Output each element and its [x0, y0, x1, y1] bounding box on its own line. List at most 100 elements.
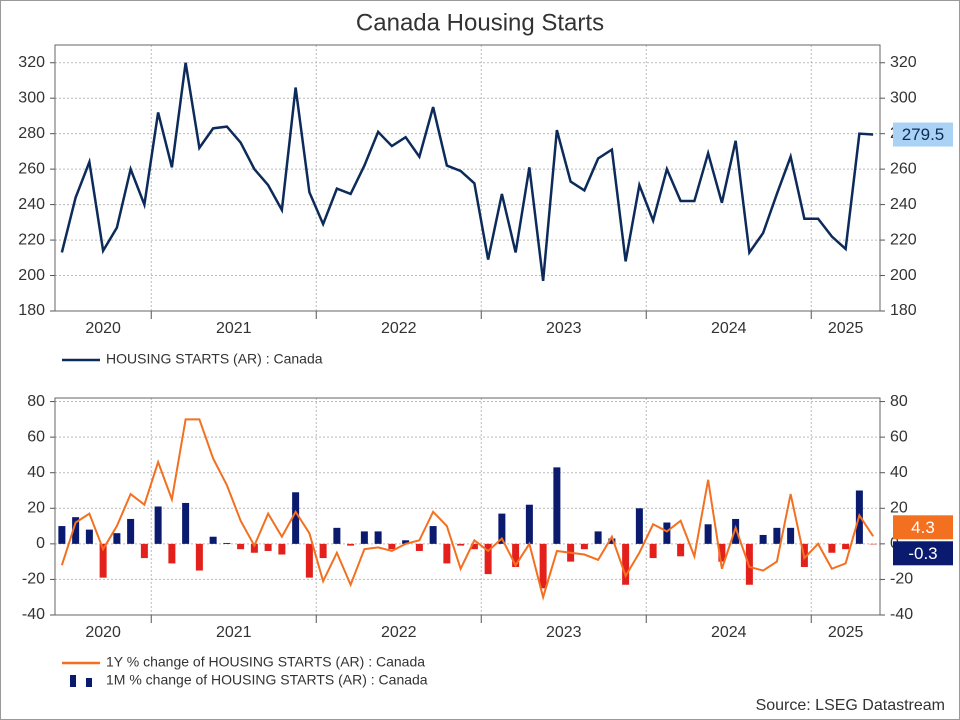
y-tick-label-right: -40 — [890, 606, 913, 623]
y-tick-label-right: 260 — [890, 160, 917, 177]
bar — [278, 543, 286, 555]
bar — [842, 543, 850, 550]
bar — [429, 526, 437, 544]
bar — [443, 543, 451, 564]
y-tick-label: 240 — [18, 196, 45, 213]
bar — [608, 538, 616, 544]
y-tick-label-right: 300 — [890, 89, 917, 106]
y-tick-label-right: -20 — [890, 571, 913, 588]
y-tick-label-right: 320 — [890, 54, 917, 71]
y-tick-label: 320 — [18, 54, 45, 71]
last-value-label: -0.3 — [893, 541, 953, 566]
x-tick-label: 2021 — [216, 320, 252, 337]
bar — [787, 527, 795, 544]
bar — [333, 527, 341, 544]
bar — [58, 526, 66, 544]
bar — [319, 543, 327, 559]
bar — [140, 543, 148, 559]
bar — [649, 543, 657, 559]
bar — [498, 513, 506, 544]
line — [60, 418, 874, 601]
bar — [305, 543, 313, 578]
y-tick-label-right: 60 — [890, 428, 908, 445]
x-tick-label: 2025 — [828, 624, 864, 641]
bar — [374, 531, 382, 544]
y-tick-label: 40 — [27, 464, 45, 481]
bar — [622, 543, 630, 585]
bar — [72, 517, 80, 544]
bar — [484, 543, 492, 575]
y-tick-label: 180 — [18, 302, 45, 319]
x-tick-label: 2020 — [85, 320, 121, 337]
bar — [415, 543, 423, 551]
bar — [635, 508, 643, 544]
last-value-text: 4.3 — [911, 518, 935, 537]
bar — [347, 543, 355, 546]
y-tick-label-right: 180 — [890, 302, 917, 319]
y-tick-label: 300 — [18, 89, 45, 106]
y-tick-label: -20 — [22, 571, 45, 588]
x-tick-label: 2023 — [546, 624, 582, 641]
line — [60, 62, 874, 282]
bar — [470, 543, 478, 550]
y-tick-label-right: 200 — [890, 267, 917, 284]
legend-swatch — [86, 678, 92, 687]
x-tick-label: 2025 — [828, 320, 864, 337]
plot-frame — [54, 397, 881, 616]
bar — [154, 506, 162, 544]
last-value-text: 279.5 — [902, 125, 945, 144]
x-tick-label: 2020 — [85, 624, 121, 641]
x-tick-label: 2022 — [381, 320, 417, 337]
y-tick-label-right: 80 — [890, 393, 908, 410]
bar — [773, 527, 781, 544]
y-tick-label: 200 — [18, 267, 45, 284]
y-tick-label-right: 20 — [890, 499, 908, 516]
bar — [718, 543, 726, 562]
x-tick-label: 2021 — [216, 624, 252, 641]
bar — [732, 518, 740, 544]
x-tick-label: 2022 — [381, 624, 417, 641]
y-tick-label: 80 — [27, 393, 45, 410]
bar — [195, 543, 203, 571]
bar — [828, 543, 836, 553]
bar — [85, 529, 93, 544]
y-tick-label: 60 — [27, 428, 45, 445]
source: Source: LSEG Datastream — [756, 697, 945, 714]
bar — [553, 467, 561, 544]
bar — [594, 531, 602, 544]
bar — [457, 543, 465, 546]
y-tick-label-right: 40 — [890, 464, 908, 481]
bar — [869, 543, 877, 545]
bar — [237, 543, 245, 550]
legend-swatch — [70, 675, 76, 687]
last-value-label: 279.5 — [893, 122, 953, 147]
y-tick-label-right: 220 — [890, 231, 917, 248]
last-value-box — [893, 515, 953, 540]
bar — [99, 543, 107, 578]
last-value-text: -0.3 — [908, 544, 937, 563]
last-value-label: 4.3 — [893, 515, 953, 540]
bar — [402, 540, 410, 544]
bar — [168, 543, 176, 564]
bar — [264, 543, 272, 551]
bar — [360, 531, 368, 544]
bar — [759, 534, 767, 544]
bar — [209, 536, 217, 544]
y-tick-label: -40 — [22, 606, 45, 623]
x-tick-label: 2023 — [546, 320, 582, 337]
bar — [292, 492, 300, 544]
bar — [525, 504, 533, 544]
legend-label: 1Y % change of HOUSING STARTS (AR) : Can… — [106, 654, 425, 670]
bar — [677, 543, 685, 557]
bar — [539, 543, 547, 589]
chart-title: Canada Housing Starts — [356, 9, 604, 36]
plot-frame — [54, 44, 881, 312]
y-tick-label: 0 — [36, 535, 45, 552]
x-tick-label: 2024 — [711, 320, 747, 337]
x-tick-label: 2024 — [711, 624, 747, 641]
legend-label: HOUSING STARTS (AR) : Canada — [106, 351, 323, 367]
bar — [223, 542, 231, 544]
y-tick-label: 260 — [18, 160, 45, 177]
bar — [388, 543, 396, 550]
